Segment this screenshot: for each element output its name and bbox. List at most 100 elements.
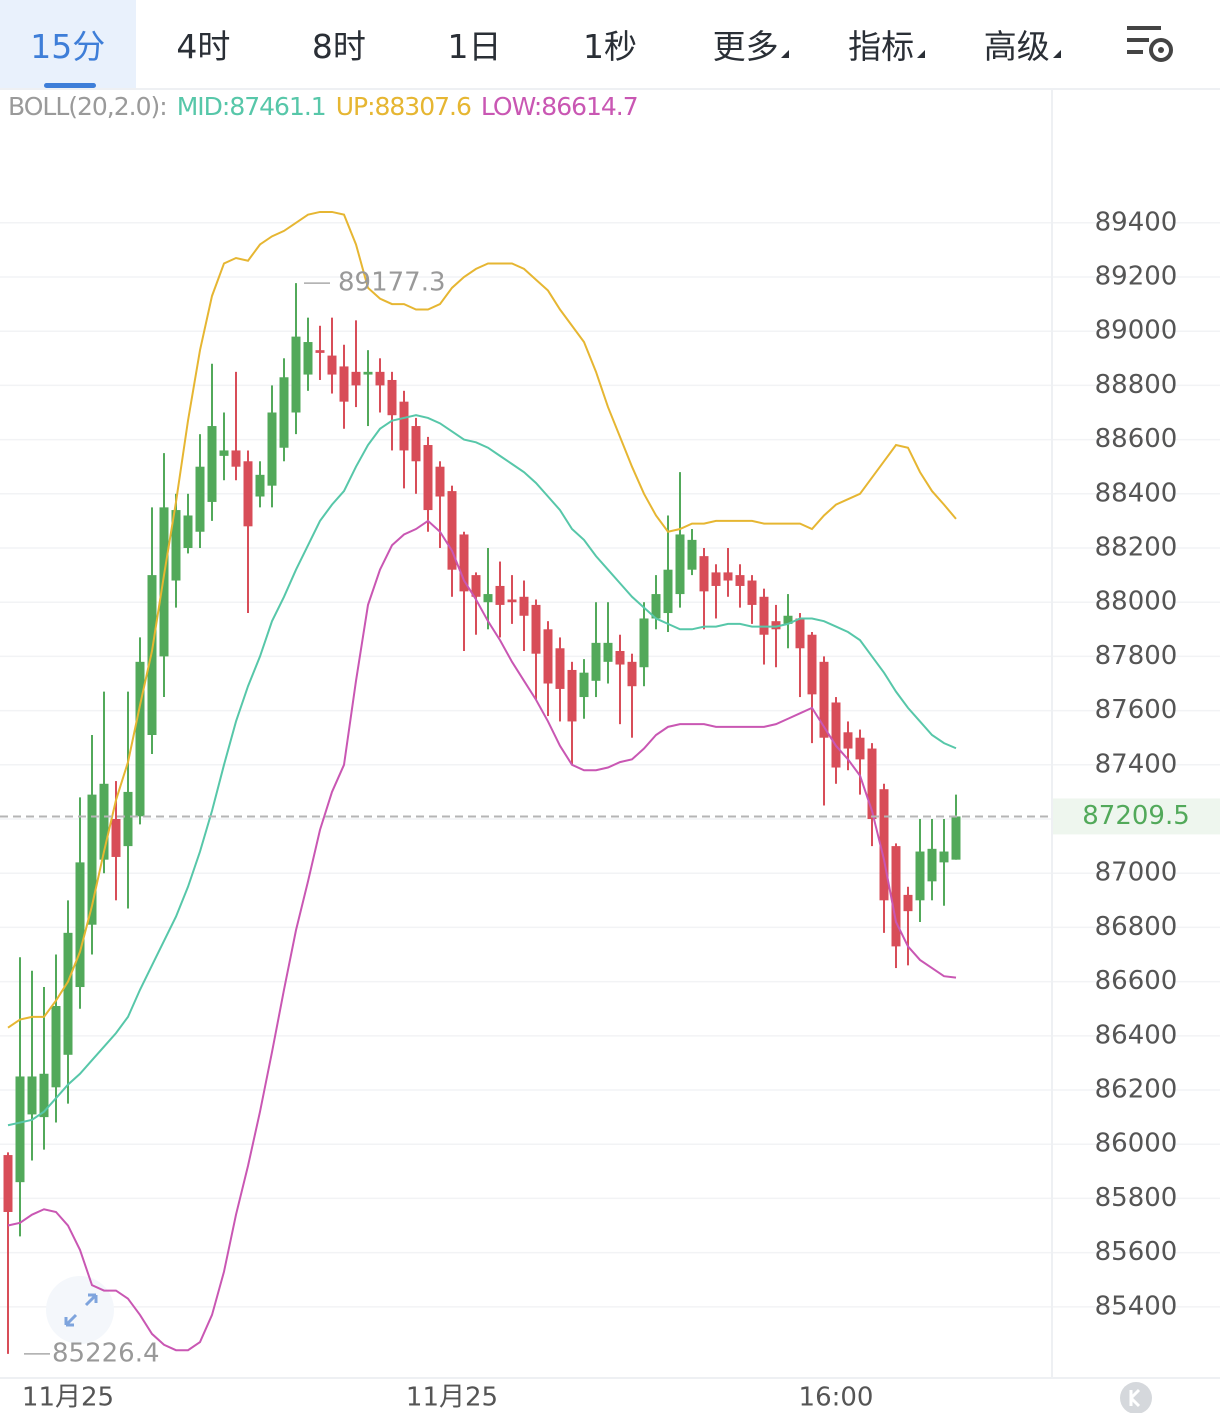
candle-body [27, 1076, 37, 1115]
y-tick-label: 87400 [1095, 749, 1178, 779]
candle-body [591, 642, 601, 681]
candle-body [123, 791, 133, 847]
candle-body [207, 426, 217, 502]
candle-body [279, 377, 289, 448]
candle-body [783, 615, 793, 624]
tab[interactable]: 指标 [813, 0, 949, 88]
candle-body [879, 789, 889, 901]
candle-body [99, 783, 109, 860]
candle-body [855, 737, 865, 760]
candle-body [507, 599, 517, 603]
candle-body [219, 450, 229, 456]
candle-body [579, 672, 589, 698]
boll-line [7, 519, 957, 1352]
boll-line [7, 210, 957, 1029]
candle-body [819, 661, 829, 738]
grid [0, 222, 1220, 1308]
candle-body [747, 580, 757, 605]
candle-body [471, 575, 481, 597]
candle-body [351, 371, 361, 386]
candle-body [303, 342, 313, 375]
candle-body [51, 1006, 61, 1088]
y-tick-label: 88200 [1095, 533, 1178, 563]
candle-body [531, 604, 541, 654]
y-tick-label: 88800 [1095, 370, 1178, 400]
low-marker: 85226.4 [52, 1338, 160, 1368]
y-tick-label: 86200 [1095, 1075, 1178, 1105]
candle-body [915, 851, 925, 901]
tab[interactable]: 1日 [447, 27, 502, 66]
candle-body [771, 621, 781, 630]
candle-body [951, 816, 961, 860]
y-tick-label: 89200 [1095, 261, 1178, 291]
candle-body [675, 534, 685, 595]
zoom-button[interactable] [46, 1276, 114, 1344]
candle-body [159, 507, 169, 657]
high-marker: 89177.3 [338, 268, 446, 298]
y-tick-label: 88000 [1095, 587, 1178, 617]
candle-body [135, 661, 145, 817]
toolbar: 15分 4时 8时 1日 1秒 更多 指标 高级 [0, 0, 1220, 90]
y-tick-label: 89000 [1095, 316, 1178, 346]
candle-body [699, 556, 709, 592]
candle-body [375, 371, 385, 386]
tab[interactable]: 更多 [678, 0, 814, 88]
candle-body [567, 669, 577, 722]
candle-body [627, 661, 637, 687]
candle-body [3, 1155, 13, 1212]
candle-body [267, 412, 277, 486]
candle-body [723, 572, 733, 581]
tab[interactable]: 4时 [176, 27, 231, 66]
y-tick-label: 87600 [1095, 695, 1178, 725]
y-tick-label: 88400 [1095, 478, 1178, 508]
candle-body [387, 379, 397, 416]
candle-body [519, 596, 529, 616]
tab[interactable]: 15分 [0, 0, 136, 88]
candle-body [447, 491, 457, 570]
candle-body [483, 594, 493, 603]
y-tick-label: 86400 [1095, 1020, 1178, 1050]
candle-body [39, 1073, 49, 1118]
legend-entry: UP:88307.6 [335, 92, 472, 121]
candle-body [63, 932, 73, 1055]
candle-body [615, 650, 625, 665]
candle-body [843, 732, 853, 749]
candle-body [15, 1076, 25, 1183]
candle-body [459, 534, 469, 592]
candle-body [255, 474, 265, 497]
legend-entry: LOW:86614.7 [480, 92, 639, 121]
settings-button[interactable] [1085, 0, 1220, 88]
y-tick-label: 86000 [1095, 1129, 1178, 1159]
candle-body [687, 539, 697, 570]
x-tick-label: 11月25 [22, 1383, 114, 1413]
candle-body [543, 629, 553, 684]
x-tick-label: 11月25 [406, 1383, 498, 1413]
tab[interactable]: 8时 [311, 27, 366, 66]
candle-body [243, 461, 253, 527]
tab[interactable]: 1秒 [583, 27, 638, 66]
candle-body [711, 572, 721, 586]
candle-body [555, 648, 565, 689]
y-tick-label: 86800 [1095, 912, 1178, 942]
y-tick-label: 88600 [1095, 424, 1178, 454]
indicator-legend: BOLL(20,2.0): MID:87461.1 UP:88307.6 LOW:86… [8, 92, 648, 121]
candle-body [171, 510, 181, 581]
candle-body [339, 366, 349, 402]
y-tick-label: 85400 [1095, 1291, 1178, 1321]
candle-body [639, 618, 649, 668]
candle-body [495, 585, 505, 605]
candle-body [807, 634, 817, 695]
candle-body [891, 846, 901, 947]
candle-body [435, 466, 445, 497]
candle-body [231, 450, 241, 467]
k-button[interactable] [1120, 1382, 1152, 1413]
candle-body [87, 794, 97, 925]
candle-body [327, 355, 337, 375]
y-tick-label: 85800 [1095, 1183, 1178, 1213]
indicator-label: BOLL(20,2.0): [8, 92, 168, 121]
candle-body [795, 618, 805, 649]
candle-body [651, 594, 661, 619]
tab[interactable]: 高级 [949, 0, 1085, 88]
candle-body [315, 350, 325, 353]
